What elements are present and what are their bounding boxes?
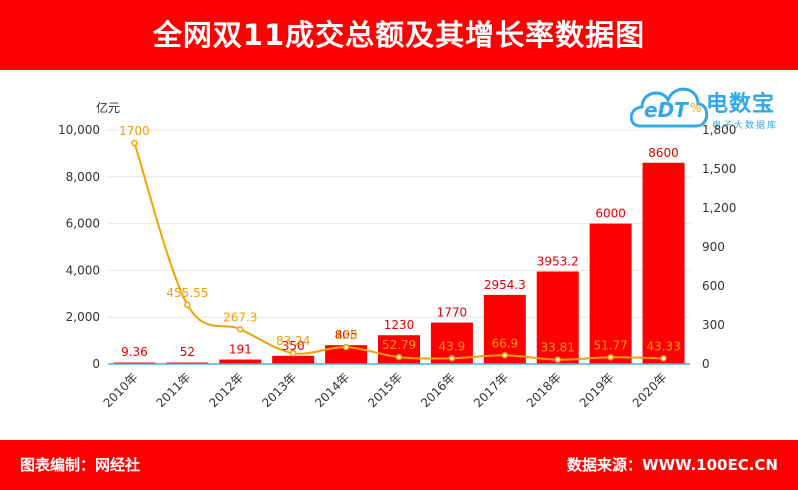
- chart: 0 2,000 4,000 6,000 8,000 10,000 0 300 600 900 1,2…: [58, 100, 736, 410]
- x-tick-label: 2013年: [259, 370, 299, 410]
- growth-value-label: 43.9: [439, 339, 466, 353]
- footer-source: 数据来源：WWW.100EC.CN: [567, 456, 778, 474]
- growth-value-label: 43.33: [646, 339, 680, 353]
- y-left-axis-label: 亿元: [96, 100, 120, 115]
- y-left-tick-label: 10,000: [58, 123, 100, 137]
- bar-value-label: 1770: [437, 306, 468, 320]
- data-labels: 9.36 52 191 350 805 1230 1770 2954.3 3953.2 6000 8…: [119, 124, 681, 359]
- growth-value-label: 130: [335, 328, 358, 342]
- y-right-axis-label: %: [690, 101, 701, 115]
- logo-letters: eDT: [644, 98, 688, 122]
- line-point: [395, 353, 403, 361]
- y-right-tick-label: 300: [702, 318, 725, 332]
- line-point: [131, 139, 138, 147]
- bar: [325, 345, 368, 364]
- line-point: [660, 355, 667, 362]
- line-point: [607, 354, 614, 361]
- chart-title: 全网双11成交总额及其增长率数据图: [152, 18, 646, 52]
- footer-credit: 图表编制：网经社: [20, 456, 141, 474]
- bar: [589, 223, 632, 364]
- bar-value-label: 3953.2: [537, 254, 579, 268]
- y-left-tick-label: 4,000: [66, 263, 100, 277]
- line-point: [184, 301, 191, 309]
- growth-value-label: 66.9: [491, 336, 518, 350]
- line-point: [237, 326, 244, 333]
- header-bar: [0, 0, 798, 70]
- growth-line: [133, 142, 664, 361]
- line-point: [289, 349, 297, 357]
- x-tick-label: 2012年: [206, 370, 246, 410]
- bar: [272, 355, 315, 364]
- bar: [219, 359, 262, 364]
- bar-value-label: 350: [282, 339, 305, 353]
- growth-value-label: 52.79: [382, 338, 416, 352]
- y-right-tick-label: 1,800: [702, 123, 736, 137]
- line-point: [501, 352, 509, 359]
- cloud-logo-icon: [630, 87, 709, 128]
- x-tick-label: 2011年: [154, 370, 194, 410]
- growth-value-label: 83.24: [276, 334, 310, 348]
- growth-value-label: 33.81: [541, 341, 575, 355]
- x-tick-label: 2018年: [524, 370, 564, 410]
- y-right-tick-label: 600: [702, 279, 725, 293]
- bar-value-label: 2954.3: [484, 278, 526, 292]
- x-tick-label: 2010年: [101, 370, 141, 410]
- growth-value-label: 1700: [119, 124, 150, 138]
- bar-value-label: 191: [229, 343, 252, 357]
- logo: eDT 电数宝 电子大数据库: [630, 74, 795, 136]
- y-right-tick-label: 900: [702, 240, 725, 254]
- bar: [642, 162, 685, 364]
- logo-name: 电数宝: [706, 92, 776, 117]
- y-right-tick-label: 1,500: [702, 162, 736, 176]
- footer-bar: 图表编制：网经社 数据来源：WWW.100EC.CN: [0, 440, 798, 490]
- y-right-tick-label: 0: [702, 357, 710, 371]
- bar-value-label: 805: [335, 328, 358, 342]
- x-tick-label: 2015年: [365, 370, 405, 410]
- bar-value-label: 8600: [648, 146, 679, 160]
- bar-series: [113, 162, 685, 364]
- growth-value-label: 267.3: [223, 310, 257, 324]
- x-tick-label: 2020年: [630, 370, 670, 410]
- x-tick-label: 2019年: [577, 370, 617, 410]
- y-right-tick-label: 1,200: [702, 201, 736, 215]
- growth-value-label: 51.77: [593, 338, 627, 352]
- bar-value-label: 52: [180, 345, 195, 359]
- x-tick-label: 2016年: [418, 370, 458, 410]
- bar-value-label: 1230: [384, 318, 415, 332]
- line-point: [554, 356, 561, 363]
- y-left-tick-label: 6,000: [66, 217, 100, 231]
- bar-value-label: 9.36: [121, 345, 148, 359]
- line-point: [448, 355, 456, 362]
- y-left-tick-label: 2,000: [66, 310, 100, 324]
- growth-line-series: [131, 139, 667, 363]
- bar-value-label: 6000: [595, 207, 626, 221]
- axes: 0 2,000 4,000 6,000 8,000 10,000 0 300 600 900 1,2…: [58, 100, 736, 410]
- line-point: [342, 343, 350, 351]
- y-left-tick-label: 0: [92, 357, 100, 371]
- y-left-tick-label: 8,000: [66, 170, 100, 184]
- x-tick-label: 2017年: [471, 370, 511, 410]
- logo-subtitle: 电子大数据库: [712, 121, 779, 131]
- growth-value-label: 455.55: [166, 286, 208, 300]
- bar: [536, 271, 579, 364]
- x-tick-label: 2014年: [312, 370, 352, 410]
